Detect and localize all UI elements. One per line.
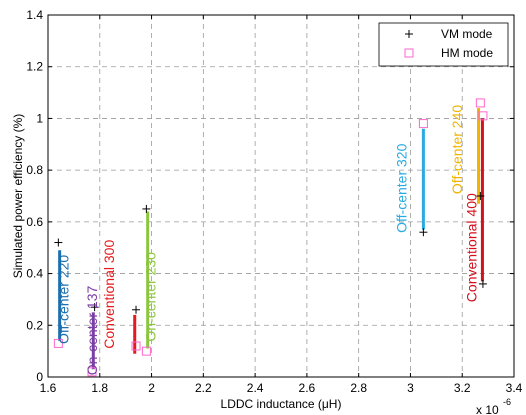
legend-marker-vm (405, 30, 413, 38)
x-multiplier-label: x 10 (476, 403, 499, 415)
hm-point (141, 346, 151, 356)
plot-frame (47, 14, 515, 378)
y-tick-label: 0 (36, 370, 43, 384)
x-tick-label: 2.8 (350, 381, 367, 395)
range-label: Off-center 240 (449, 105, 465, 194)
x-axis-label: LDDC inductance (μH) (221, 397, 342, 411)
legend-label-vm: VM mode (441, 27, 493, 41)
range-bars (58, 108, 484, 370)
legend-marker-hm (404, 48, 414, 58)
range-label: On-center 230 (142, 252, 158, 342)
range-label: Off-center 320 (394, 143, 410, 232)
legend: VM mode HM mode (378, 22, 509, 67)
x-tick-label: 3.4 (506, 381, 523, 395)
vm-point (419, 228, 428, 237)
range-annotations: Off-center 220 On-center 137 Conventional … (56, 105, 480, 376)
hm-point (131, 341, 141, 351)
x-tick-label: 2.6 (299, 381, 316, 395)
x-tick-label: 2.4 (247, 381, 264, 395)
y-tick-label: 1.2 (26, 60, 43, 74)
y-tick-label: 0.4 (26, 267, 43, 281)
vm-point (476, 192, 485, 200)
vm-point (54, 238, 63, 247)
legend-box (378, 22, 509, 67)
x-tick-label: 2 (148, 381, 155, 395)
y-tick-label: 1.4 (26, 8, 43, 22)
x-tick-label: 1.6 (40, 381, 57, 395)
hm-point (475, 98, 485, 108)
x-tick-label: 3 (407, 381, 414, 395)
vm-point (478, 279, 487, 288)
range-label: Off-center 220 (56, 255, 72, 344)
range-label: Conventional 400 (463, 193, 479, 302)
x-tick-label: 3.2 (454, 381, 471, 395)
legend-label-hm: HM mode (441, 46, 493, 60)
range-label: On-center 137 (84, 285, 100, 375)
x-tick-label: 1.8 (91, 381, 108, 395)
y-tick-label: 0.8 (26, 163, 43, 177)
y-tick-label: 0.6 (26, 215, 43, 229)
hm-point (87, 367, 97, 377)
vm-point (142, 204, 151, 213)
x-tick-label: 2.2 (195, 381, 212, 395)
hm-point (478, 111, 488, 121)
vm-point (132, 305, 141, 314)
y-axis-label: Simulated power efficiency (%) (11, 114, 25, 279)
y-tick-label: 0.2 (26, 318, 43, 332)
hm-point (53, 338, 63, 348)
hm-point (418, 119, 428, 129)
axis-ticks: 1.6 1.8 2 2.2 2.4 2.6 2.8 3 3.2 3.4 0 0.2 0.4 0.6 0.8 1… (26, 8, 522, 395)
x-exponent-label: -6 (503, 397, 511, 407)
vm-point (90, 303, 99, 312)
range-label: Conventional 300 (101, 240, 117, 349)
grid-lines (48, 15, 514, 377)
data-points (53, 98, 488, 377)
y-tick-label: 1 (36, 111, 43, 125)
